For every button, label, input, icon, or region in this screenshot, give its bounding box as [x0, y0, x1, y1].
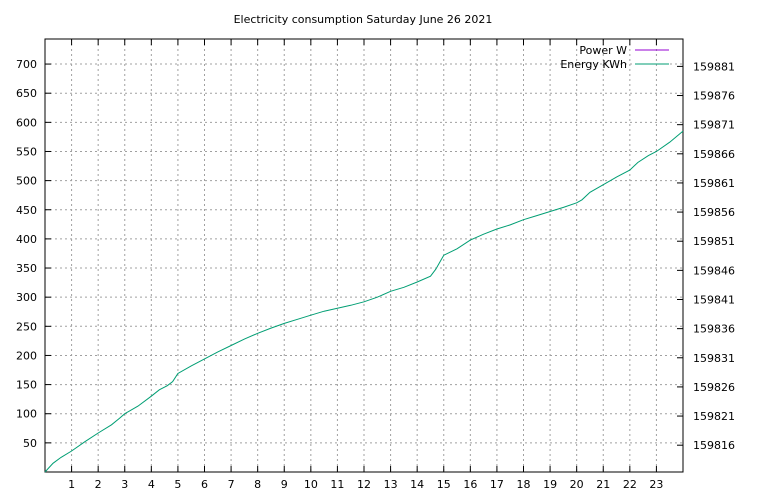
y2-tick-label: 159826	[693, 381, 735, 394]
x-tick-label: 9	[281, 478, 288, 491]
y2-tick-label: 159831	[693, 352, 735, 365]
y-tick-label: 450	[16, 204, 37, 217]
y-tick-label: 600	[16, 116, 37, 129]
x-tick-label: 11	[330, 478, 344, 491]
y-tick-label: 350	[16, 262, 37, 275]
x-tick-label: 15	[437, 478, 451, 491]
x-tick-label: 3	[121, 478, 128, 491]
x-tick-label: 18	[517, 478, 531, 491]
y-tick-label: 500	[16, 175, 37, 188]
y2-tick-label: 159871	[693, 119, 735, 132]
legend-label: Power W	[579, 44, 627, 57]
y2-tick-label: 159856	[693, 206, 735, 219]
series-layer	[44, 130, 684, 473]
y2-tick-label: 159846	[693, 264, 735, 277]
y2-tick-label: 159851	[693, 235, 735, 248]
y2-tick-label: 159821	[693, 410, 735, 423]
x-tick-label: 10	[304, 478, 318, 491]
y2-tick-label: 159876	[693, 90, 735, 103]
x-tick-label: 13	[384, 478, 398, 491]
x-tick-label: 22	[623, 478, 637, 491]
x-tick-label: 23	[649, 478, 663, 491]
y-tick-label: 300	[16, 291, 37, 304]
y2-tick-label: 159836	[693, 323, 735, 336]
x-tick-label: 7	[228, 478, 235, 491]
y2-tick-label: 159841	[693, 293, 735, 306]
x-tick-label: 20	[570, 478, 584, 491]
x-tick-label: 2	[95, 478, 102, 491]
y-tick-label: 200	[16, 349, 37, 362]
y2-tick-label: 159866	[693, 148, 735, 161]
x-tick-label: 12	[357, 478, 371, 491]
y-tick-label: 550	[16, 145, 37, 158]
x-tick-label: 1	[68, 478, 75, 491]
x-tick-label: 4	[148, 478, 155, 491]
x-tick-label: 6	[201, 478, 208, 491]
y-tick-label: 100	[16, 408, 37, 421]
grid	[45, 39, 683, 472]
x-tick-label: 14	[410, 478, 424, 491]
y-tick-label: 250	[16, 320, 37, 333]
y-tick-label: 650	[16, 87, 37, 100]
y2-tick-label: 159861	[693, 177, 735, 190]
x-tick-label: 17	[490, 478, 504, 491]
y-tick-label: 700	[16, 58, 37, 71]
y-tick-label: 150	[16, 379, 37, 392]
chart-title: Electricity consumption Saturday June 26…	[234, 13, 493, 26]
series-line-2	[44, 130, 684, 473]
legend-label: Energy KWh	[560, 58, 627, 71]
axis-ticks: 1 2 3 4 5 6 7 8 9 10 11 12 13 14 15 16 17 18 19 20 21 22 23501…	[16, 39, 735, 491]
y2-tick-label: 159881	[693, 60, 735, 73]
y-tick-label: 400	[16, 233, 37, 246]
x-tick-label: 16	[463, 478, 477, 491]
x-tick-label: 19	[543, 478, 557, 491]
x-tick-label: 5	[174, 478, 181, 491]
x-tick-label: 21	[596, 478, 610, 491]
y-tick-label: 50	[23, 437, 37, 450]
x-tick-label: 8	[254, 478, 261, 491]
y2-tick-label: 159816	[693, 439, 735, 452]
